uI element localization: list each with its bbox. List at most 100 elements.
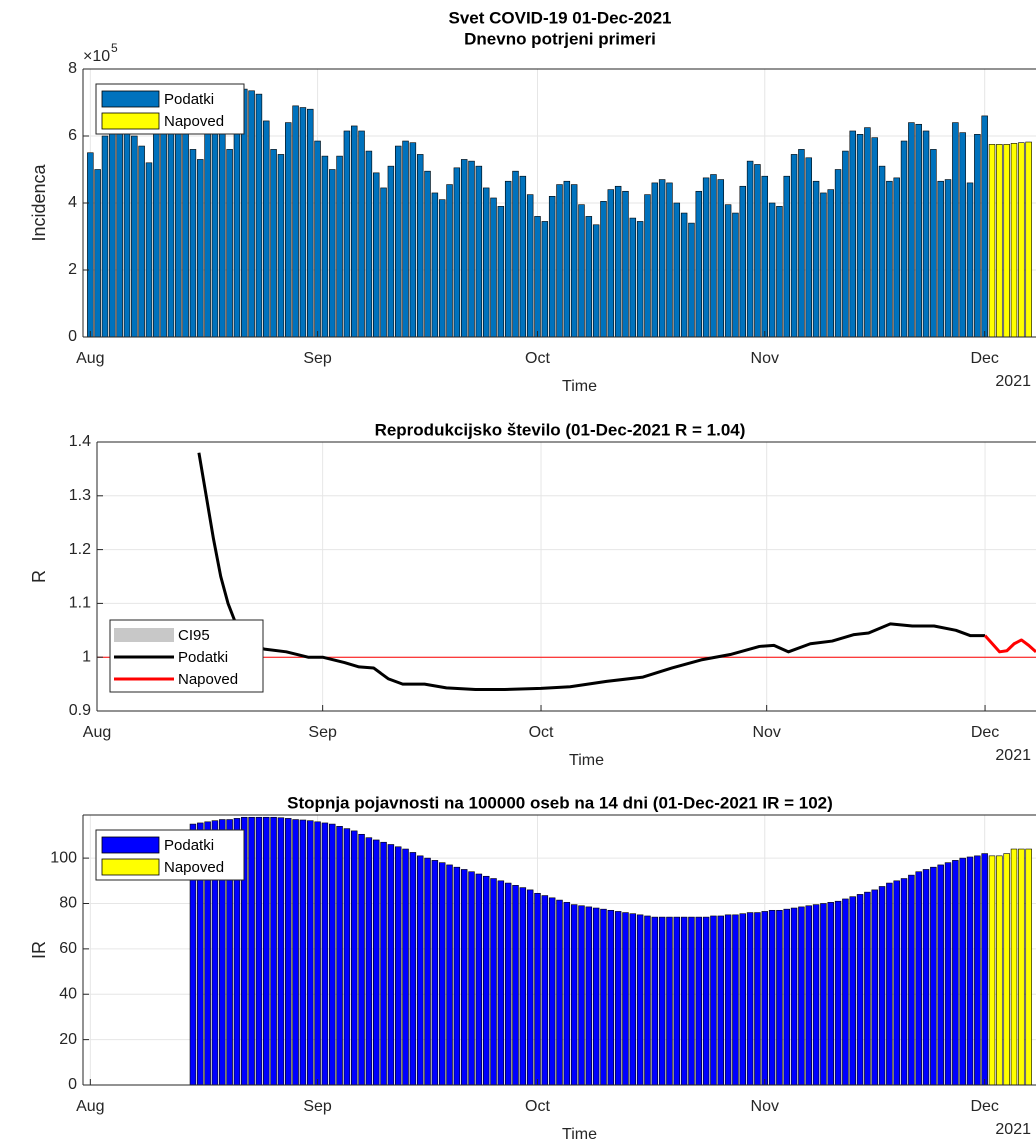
legend-label: Napoved	[164, 859, 224, 876]
bar	[930, 149, 937, 337]
bar	[651, 182, 659, 337]
chart-title: Svet COVID-19 01-Dec-2021	[448, 8, 671, 27]
bar	[424, 857, 431, 1085]
bar	[600, 908, 607, 1085]
bar	[453, 866, 461, 1085]
bar	[636, 221, 644, 337]
legend-label: Podatki	[164, 91, 214, 108]
bar	[820, 903, 827, 1085]
bar	[468, 871, 475, 1085]
bar	[475, 165, 483, 337]
bar	[87, 152, 94, 337]
bar	[732, 212, 739, 337]
bar	[446, 184, 453, 337]
bar	[680, 916, 688, 1085]
legend-label: Podatki	[178, 649, 228, 666]
bar	[944, 862, 952, 1085]
x-tick-label: Aug	[76, 1098, 104, 1115]
y-tick-label: 40	[59, 985, 77, 1002]
bar	[343, 130, 351, 337]
bar	[966, 856, 974, 1085]
bar	[358, 130, 365, 337]
bar	[490, 197, 497, 337]
y-tick-label: 1.3	[69, 487, 91, 504]
bar	[138, 145, 145, 337]
bar	[959, 857, 966, 1085]
bar	[1018, 142, 1025, 337]
bar	[416, 855, 424, 1085]
bar	[314, 821, 321, 1085]
bar	[402, 848, 409, 1085]
legend: Podatki Napoved	[95, 829, 245, 881]
bar	[739, 913, 747, 1085]
bar	[541, 895, 549, 1085]
bar	[805, 157, 812, 337]
x-year-label: 2021	[995, 1121, 1031, 1138]
x-tick-label: Dec	[970, 350, 998, 367]
bar	[292, 105, 299, 337]
bar	[622, 190, 629, 337]
bar	[109, 125, 116, 337]
y-tick-label: 1.2	[69, 541, 91, 558]
bar	[285, 122, 292, 337]
bar	[900, 878, 908, 1085]
legend-swatch	[101, 858, 160, 876]
bar	[915, 871, 922, 1085]
bar	[768, 202, 776, 337]
plot-content	[189, 816, 1032, 1085]
bar	[812, 904, 820, 1085]
bar	[900, 140, 908, 337]
bar	[365, 150, 373, 337]
subplot: 0 2 4 6 8 Aug Sep Oct Nov Dec 2021 Time Incidenca Sve…	[29, 8, 1036, 395]
bar	[504, 180, 512, 337]
bar	[482, 875, 490, 1085]
bar	[893, 880, 900, 1085]
bar	[394, 145, 402, 337]
y-tick-label: 6	[68, 127, 77, 144]
x-year-label: 2021	[995, 373, 1031, 390]
y-tick-label: 80	[59, 895, 77, 912]
bar	[512, 170, 519, 337]
bar	[460, 159, 468, 337]
bar	[827, 189, 834, 337]
y-tick-label: 2	[68, 261, 77, 278]
x-tick-label: Sep	[303, 350, 332, 367]
bar	[504, 882, 512, 1085]
x-tick-label: Dec	[971, 724, 999, 741]
bar	[1025, 141, 1032, 337]
bar	[812, 180, 820, 337]
x-axis-label: Time	[569, 752, 604, 769]
bar	[307, 820, 314, 1085]
bar	[981, 853, 988, 1085]
bar	[930, 866, 937, 1085]
legend-label: Napoved	[178, 671, 238, 688]
bar	[182, 129, 189, 337]
bar	[219, 129, 226, 337]
bar	[607, 909, 615, 1085]
legend-swatch	[101, 90, 160, 108]
bar	[211, 125, 219, 337]
legend: CI95 Podatki Napoved	[109, 619, 264, 693]
bar	[908, 122, 915, 337]
bar	[94, 169, 101, 337]
bar	[695, 190, 703, 337]
legend-swatch	[101, 112, 160, 130]
bar	[226, 819, 233, 1085]
bar	[175, 125, 182, 337]
bar	[886, 882, 893, 1085]
bar	[578, 905, 585, 1085]
bar	[556, 899, 563, 1085]
bar	[446, 864, 453, 1085]
bar	[585, 216, 593, 337]
bar	[658, 916, 666, 1085]
y-tick-label: 20	[59, 1031, 77, 1048]
bar	[116, 129, 123, 337]
bar	[754, 164, 761, 337]
chart-title: Reprodukcijsko število (01-Dec-2021 R = …	[375, 420, 746, 439]
y-axis-label: IR	[29, 941, 49, 959]
bar	[592, 224, 600, 337]
bar	[996, 144, 1003, 337]
x-tick-label: Oct	[529, 724, 554, 741]
bar	[336, 826, 343, 1085]
bar	[1025, 848, 1032, 1085]
